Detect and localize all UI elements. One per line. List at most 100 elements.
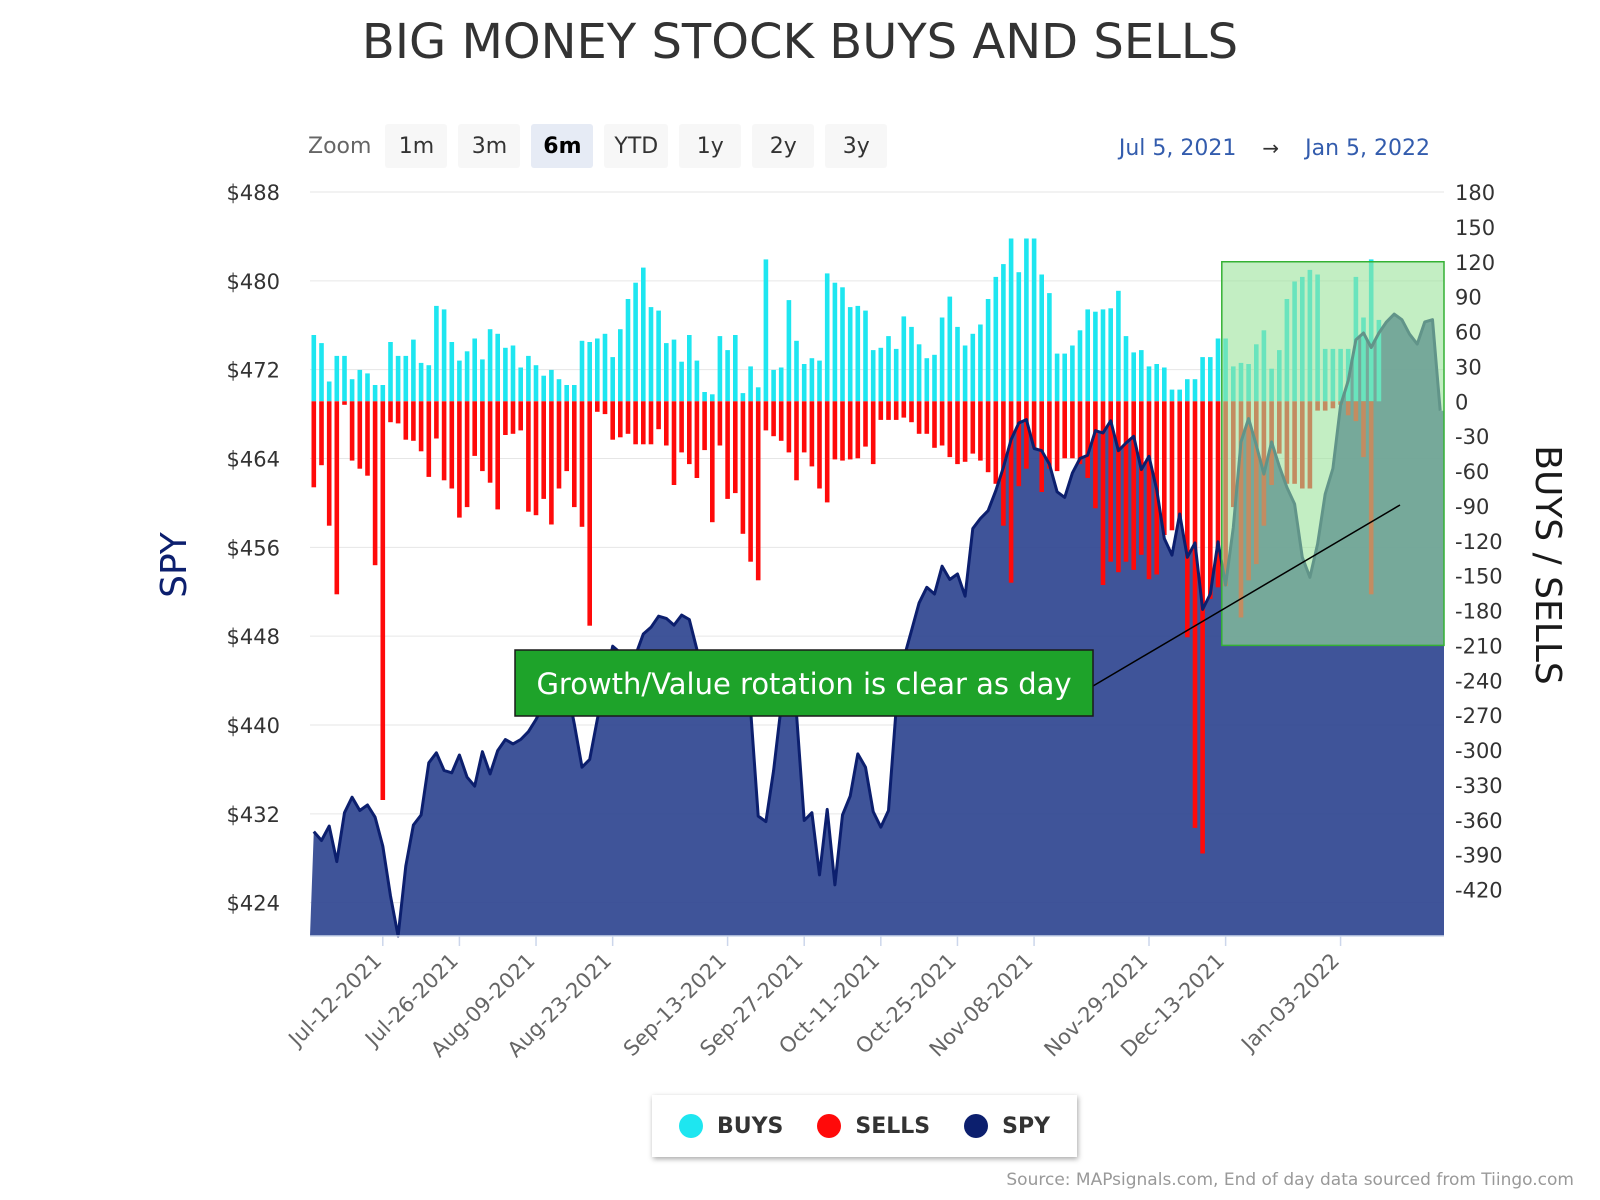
buys-bar: [1192, 379, 1198, 402]
sells-bar: [840, 401, 845, 461]
zoom-button-1y[interactable]: 1y: [679, 124, 742, 168]
buys-bar: [618, 329, 623, 402]
buys-bar: [625, 299, 631, 402]
legend-dot-buys-icon: [678, 1114, 703, 1138]
sells-bar: [778, 401, 784, 441]
sells-bar: [993, 401, 999, 484]
zoom-button-2y[interactable]: 2y: [752, 124, 815, 168]
buys-bar: [1093, 311, 1098, 402]
buys-bar: [748, 366, 753, 402]
sells-bar: [916, 401, 922, 434]
buys-bar: [326, 381, 332, 402]
sells-bar: [824, 401, 830, 503]
buys-bar: [840, 287, 845, 402]
buys-bar: [1162, 367, 1167, 402]
sells-bar: [832, 401, 838, 460]
buys-bar: [909, 326, 914, 402]
zoom-button-6m[interactable]: 6m: [531, 124, 594, 168]
y-right-axis-title: BUYS / SELLS: [1527, 445, 1568, 684]
sells-bar: [464, 401, 470, 508]
buys-bar: [579, 340, 585, 402]
sells-bar: [710, 401, 715, 523]
sells-bar: [349, 401, 355, 461]
buys-bar: [924, 358, 930, 402]
sells-bar: [365, 401, 370, 476]
buys-bar: [1200, 357, 1205, 402]
buys-bar: [1139, 350, 1144, 402]
buys-bar: [541, 375, 546, 402]
sells-bar: [480, 401, 485, 472]
sells-bar: [602, 401, 608, 415]
y-right-tick-label: -150: [1455, 565, 1503, 589]
buys-bar: [1062, 353, 1067, 402]
zoom-button-3m[interactable]: 3m: [458, 124, 521, 168]
buys-bar: [426, 365, 432, 402]
spy-area: [310, 314, 1444, 937]
buys-bar: [587, 342, 592, 402]
buys-bar: [1215, 338, 1221, 402]
y-left-tick-label: $472: [227, 359, 280, 383]
sells-bar: [847, 401, 853, 460]
sells-bar: [1131, 401, 1136, 570]
sells-bar: [434, 401, 439, 439]
range-arrow-icon: →: [1262, 136, 1280, 160]
range-to-input[interactable]: Jan 5, 2022: [1305, 135, 1430, 161]
sells-bar: [985, 401, 991, 473]
sells-bar: [411, 401, 416, 441]
buys-bar: [671, 339, 677, 402]
sells-bar: [1162, 401, 1167, 535]
sells-bar: [556, 401, 562, 489]
y-left-tick-label: $440: [227, 714, 280, 738]
buys-bar: [1008, 238, 1014, 402]
buys-bar: [449, 342, 455, 402]
sells-bar: [947, 401, 953, 458]
y-left-tick-label: $456: [227, 536, 280, 560]
buys-bar: [495, 333, 500, 402]
range-from-input[interactable]: Jul 5, 2021: [1118, 135, 1237, 161]
sells-bar: [372, 401, 378, 566]
zoom-button-ytd[interactable]: YTD: [604, 124, 669, 168]
sells-bar: [342, 401, 347, 405]
buys-bar: [602, 333, 608, 402]
sells-bar: [595, 401, 600, 412]
buys-bar: [916, 344, 922, 402]
legend-item-spy[interactable]: SPY: [964, 1114, 1050, 1139]
sells-bar: [878, 401, 884, 420]
sells-bar: [694, 401, 700, 478]
legend-item-sells[interactable]: SELLS: [817, 1114, 930, 1139]
highlight-region: [1221, 261, 1445, 647]
annotation-connector: [1092, 504, 1401, 687]
zoom-button-3y[interactable]: 3y: [825, 124, 888, 168]
sells-bar: [487, 401, 493, 483]
credits[interactable]: Source: MAPsignals.com, End of day data …: [1006, 1170, 1574, 1190]
sells-bar: [388, 401, 393, 423]
sells-bar: [763, 401, 769, 431]
sells-bar: [970, 401, 976, 454]
buys-bar: [694, 360, 700, 402]
sells-bar: [641, 401, 646, 445]
buys-bar: [733, 335, 738, 402]
sells-bar: [809, 401, 815, 467]
buys-bar: [878, 347, 884, 402]
zoom-button-1m[interactable]: 1m: [385, 124, 448, 168]
sells-bar: [1039, 401, 1044, 492]
sells-bar: [863, 401, 868, 447]
buys-bar: [1077, 330, 1083, 402]
buys-bar: [1016, 272, 1022, 402]
legend-item-buys[interactable]: BUYS: [678, 1114, 783, 1139]
legend-label-sells: SELLS: [855, 1113, 931, 1139]
buys-bar: [464, 351, 470, 402]
buys-bar: [847, 307, 853, 402]
buys-bar: [342, 355, 347, 402]
sells-bar: [518, 401, 523, 431]
buys-bar: [311, 335, 317, 402]
buys-bar: [480, 359, 485, 402]
sells-bar: [725, 401, 730, 499]
buys-bar: [357, 369, 363, 402]
buys-bar: [817, 360, 822, 402]
sells-bar: [526, 401, 531, 512]
buys-bar: [633, 282, 638, 402]
buys-bar: [319, 343, 324, 402]
buys-bar: [641, 267, 646, 402]
sells-bar: [870, 401, 876, 465]
